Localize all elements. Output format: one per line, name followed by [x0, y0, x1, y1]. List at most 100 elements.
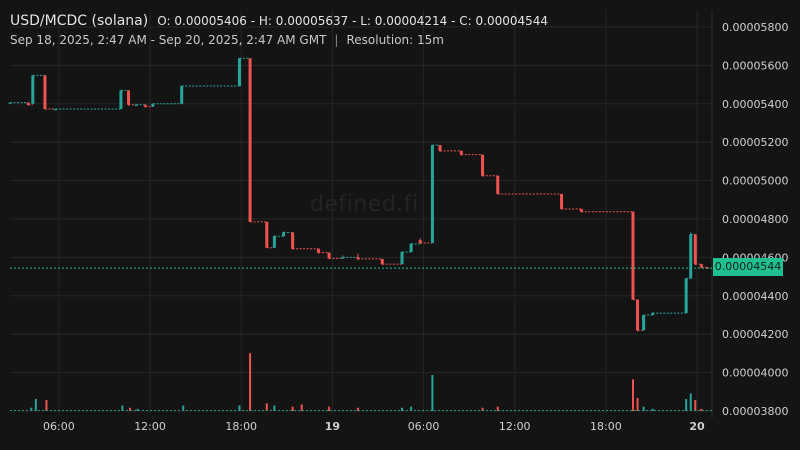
volume-bar: [694, 400, 697, 411]
candle-body: [134, 104, 138, 106]
candle-body: [237, 58, 241, 86]
candle-body: [631, 211, 635, 300]
volume-bar: [34, 399, 37, 411]
ohlc-readout: O: 0.00005406 - H: 0.00005637 - L: 0.000…: [157, 14, 549, 28]
volume-bar: [300, 404, 303, 411]
y-tick-label: 0.00005400: [722, 98, 788, 111]
separator: |: [334, 33, 339, 47]
volume-bar: [129, 407, 132, 411]
volume-bar: [182, 405, 185, 411]
candle-body: [684, 278, 688, 314]
y-tick-label: 0.00003800: [722, 405, 788, 418]
x-tick-label: 18:00: [590, 420, 622, 433]
candle-body: [579, 209, 583, 212]
volume-bar: [136, 408, 139, 411]
y-tick-label: 0.00005000: [722, 175, 788, 188]
candle-body: [341, 257, 345, 259]
volume-bars: [30, 353, 703, 411]
x-tick-label: 20: [689, 420, 705, 433]
candle-body: [496, 175, 500, 195]
volume-bar: [431, 375, 434, 411]
y-tick-label: 0.00005600: [722, 59, 788, 72]
candle-body: [54, 108, 58, 111]
volume-bar: [685, 399, 688, 411]
x-axis: 06:00 12:00 18:00 19 06:00 12:00 18:00 20: [43, 420, 705, 433]
y-tick-label: 0.00004200: [722, 328, 788, 341]
candles: [8, 57, 709, 332]
candle-body: [143, 104, 147, 107]
candle-body: [272, 236, 276, 248]
candle-body: [291, 232, 295, 249]
volume-bar: [401, 407, 404, 411]
volume-bar: [651, 408, 654, 411]
volume-bar: [700, 408, 703, 411]
volume-bar: [291, 406, 294, 411]
candle-body: [642, 315, 646, 331]
candle-body: [43, 75, 47, 109]
candle-body: [699, 264, 703, 268]
x-tick-label: 06:00: [43, 420, 75, 433]
volume-bar: [689, 393, 692, 411]
volume-bar: [30, 407, 33, 411]
candle-body: [651, 313, 655, 315]
candle-body: [31, 75, 35, 104]
volume-bar: [410, 406, 413, 411]
y-axis: 0.00005800 0.00005600 0.00005400 0.00005200…: [722, 21, 788, 418]
chart-subheader: Sep 18, 2025, 2:47 AM - Sep 20, 2025, 2:…: [10, 33, 444, 47]
volume-bar: [481, 407, 484, 411]
candle-body: [248, 58, 252, 222]
candle-body: [151, 103, 155, 107]
candle-body: [265, 221, 269, 248]
candle-body: [409, 243, 413, 253]
volume-bar: [328, 406, 331, 411]
candle-body: [26, 102, 30, 105]
volume-bar: [636, 397, 639, 411]
candle-body: [560, 194, 564, 210]
candle-body: [327, 252, 331, 259]
volume-bar: [265, 403, 268, 411]
volume-bar: [273, 405, 276, 411]
x-tick-label: 12:00: [134, 420, 166, 433]
y-tick-label: 0.00004000: [722, 367, 788, 380]
candle-body: [693, 234, 697, 265]
x-tick-label: 18:00: [225, 420, 257, 433]
candle-body: [418, 240, 422, 243]
candle-body: [282, 232, 286, 237]
candle-body: [8, 102, 12, 104]
volume-bar: [45, 400, 48, 411]
candle-body: [127, 90, 131, 105]
candle-body: [438, 145, 442, 151]
volume-bar: [631, 379, 634, 411]
x-tick-label: 12:00: [499, 420, 531, 433]
volume-bar: [356, 407, 359, 411]
y-tick-label: 0.00005200: [722, 136, 788, 149]
volume-bar: [238, 405, 241, 411]
volume-bar: [642, 406, 645, 411]
pair-title: USD/MCDC (solana): [10, 13, 149, 29]
x-tick-label: 06:00: [408, 420, 440, 433]
y-tick-label: 0.00005800: [722, 21, 788, 34]
resolution-label: Resolution: 15m: [346, 33, 444, 47]
candle-body: [430, 145, 434, 243]
candle-body: [689, 234, 693, 279]
candle-body: [481, 154, 485, 176]
volume-bar: [249, 353, 252, 411]
candle-body: [636, 299, 640, 331]
candle-body: [400, 252, 404, 265]
y-tick-label: 0.00004800: [722, 213, 788, 226]
candle-body: [356, 257, 360, 259]
candle-body: [459, 150, 463, 155]
candle-body: [380, 258, 384, 265]
chart-header: USD/MCDC (solana) O: 0.00005406 - H: 0.0…: [10, 10, 548, 29]
candle-body: [180, 85, 184, 104]
y-tick-label: 0.00004400: [722, 290, 788, 303]
candle-body: [119, 90, 123, 109]
current-price-tag: 0.00004544: [713, 258, 783, 276]
volume-bar: [496, 406, 499, 411]
x-tick-label: 19: [325, 420, 340, 433]
date-range: Sep 18, 2025, 2:47 AM - Sep 20, 2025, 2:…: [10, 33, 327, 47]
volume-bar: [121, 405, 124, 411]
watermark: defined.fi: [310, 192, 419, 217]
candle-body: [316, 248, 320, 253]
